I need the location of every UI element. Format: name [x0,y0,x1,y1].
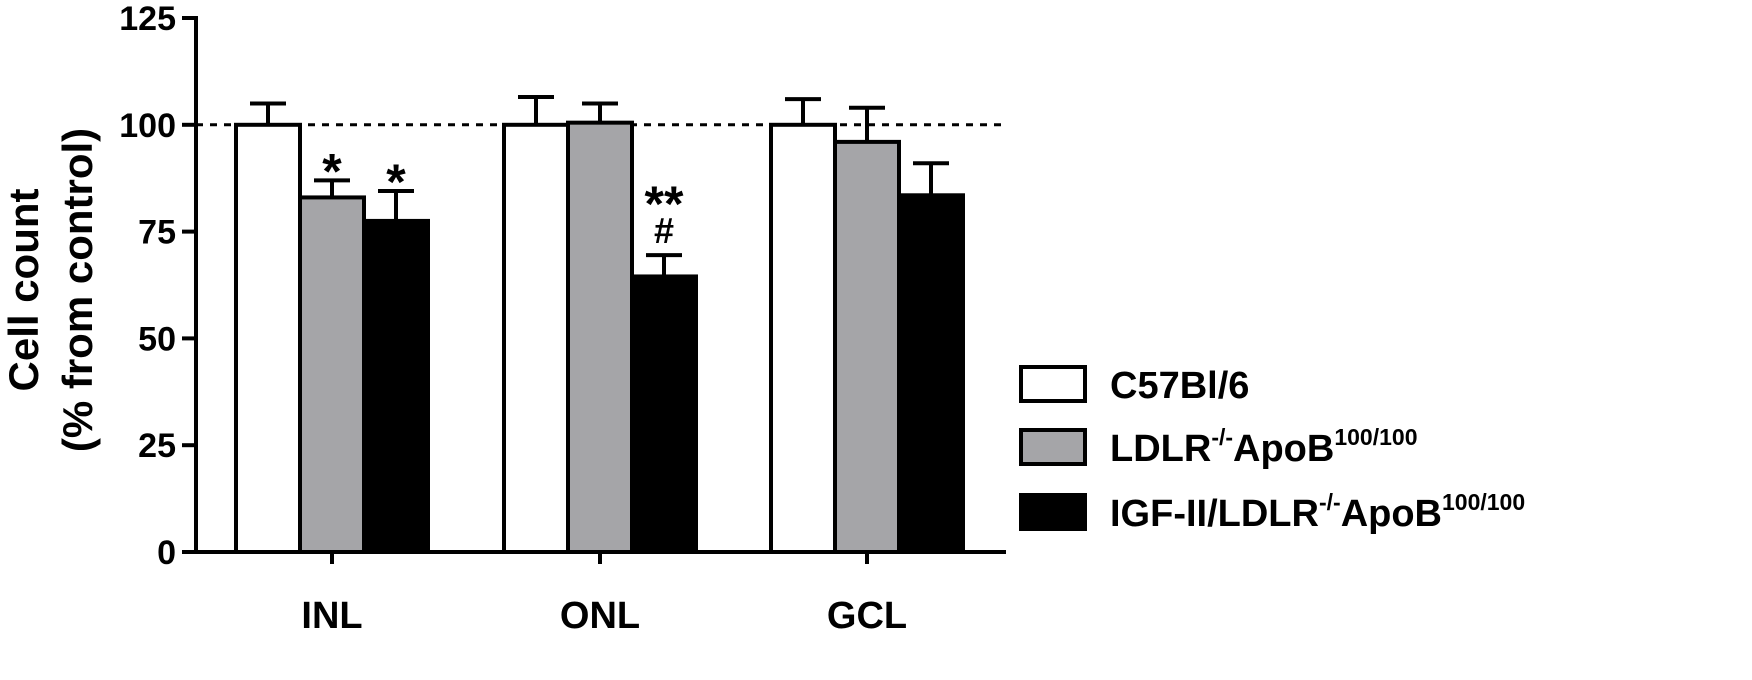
legend-label-superscript: 100/100 [1442,489,1525,515]
x-category-label: ONL [560,595,640,637]
legend-label-superscript: -/- [1211,424,1233,450]
x-category-label: INL [301,595,362,637]
bar [769,122,837,555]
y-tick-label: 75 [138,214,176,252]
y-axis-title-line1: Cell count [0,188,47,391]
legend-label-main: C57Bl/6 [1110,365,1249,407]
bar [630,274,698,554]
legend-swatch [1019,493,1087,531]
significance-marker: * [386,154,406,210]
legend-label-main: ApoB [1233,428,1334,470]
bar [362,218,430,554]
y-tick-label: 0 [157,534,176,572]
significance-marker: ** [645,176,684,232]
legend-label: IGF-II/LDLR-/-ApoB100/100 [1110,489,1525,535]
y-tick-label: 25 [138,427,176,465]
significance-marker: # [654,210,674,251]
bar [897,193,965,554]
x-category-label: GCL [827,595,907,637]
legend: C57Bl/6LDLR-/-ApoB100/100IGF-II/LDLR-/-A… [1019,365,1525,535]
bar [234,122,302,555]
legend-swatch [1019,428,1087,466]
legend-label-main: LDLR [1110,428,1211,470]
bar [566,120,634,554]
y-tick-label: 100 [119,107,176,145]
legend-label-main: ApoB [1341,493,1442,535]
y-axis-title: Cell count (% from control) [0,128,101,452]
legend-swatch [1019,365,1087,403]
y-tick-label: 125 [119,0,176,38]
y-tick-label: 50 [138,320,176,358]
legend-label-main: IGF-II/LDLR [1110,493,1319,535]
legend-label: C57Bl/6 [1110,365,1249,407]
y-axis-title-line2: (% from control) [54,128,101,452]
bar [833,139,901,554]
legend-label-superscript: 100/100 [1334,424,1417,450]
bar [502,122,570,555]
legend-label-superscript: -/- [1319,489,1341,515]
bar [298,195,366,554]
significance-marker: * [322,143,342,199]
legend-label: LDLR-/-ApoB100/100 [1110,424,1417,470]
